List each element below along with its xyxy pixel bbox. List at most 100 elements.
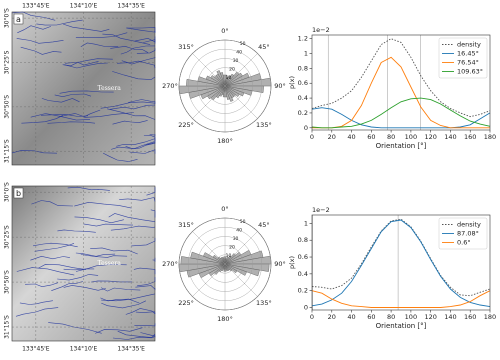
lineament	[102, 33, 151, 45]
lineament	[91, 280, 133, 283]
legend-label: 0.6°	[457, 239, 471, 247]
x-tick-label: 60	[367, 313, 375, 321]
x-tick-label: 140	[444, 133, 456, 141]
rose-petal	[220, 72, 226, 87]
lineament	[140, 332, 156, 338]
rose-petal	[212, 254, 226, 265]
angle-label: 270°	[162, 260, 178, 268]
angle-label: 225°	[178, 299, 194, 307]
legend-label: 87.08°	[457, 230, 479, 238]
lineament	[101, 300, 147, 309]
angle-label: 0°	[221, 27, 228, 35]
lineament	[120, 45, 156, 55]
lineament	[75, 32, 128, 38]
y-tick-label: 0.6	[298, 253, 308, 261]
legend-label: 16.45°	[457, 50, 479, 58]
x-tick-label: 20	[328, 133, 336, 141]
lineament	[117, 330, 156, 339]
y-tick-label: 0.2	[298, 287, 308, 295]
x-tick-label: 133°45'E	[22, 346, 50, 353]
lineament	[131, 237, 156, 247]
lineament	[149, 134, 156, 137]
lineament	[75, 252, 116, 257]
lineament	[146, 138, 156, 146]
y-tick-label: 1	[304, 50, 308, 58]
rose-spoke	[224, 263, 258, 297]
lineament	[129, 149, 156, 154]
offset-text: 1e−2	[312, 26, 330, 34]
lineament	[40, 113, 89, 117]
rose-petal	[221, 256, 226, 265]
series-line	[311, 218, 491, 297]
rose-petal	[224, 263, 229, 272]
y-tick-label: 0.2	[298, 109, 308, 117]
rose-petal	[216, 70, 226, 87]
rose-petal	[224, 85, 230, 100]
y-tick-label: 0.4	[298, 94, 308, 102]
lineament	[137, 277, 156, 287]
panel-label: a	[16, 15, 21, 24]
legend-label: density	[457, 221, 481, 229]
lineament	[38, 263, 87, 270]
r-tick-label: 20	[229, 245, 235, 251]
x-tick-label: 134°10'E	[70, 346, 98, 353]
y-tick-label: 30°0'S	[4, 182, 11, 202]
series-line	[311, 97, 491, 129]
angle-label: 225°	[178, 121, 194, 129]
y-axis-label: p(x)	[288, 76, 296, 89]
lineament	[111, 141, 155, 150]
legend-label: 109.63°	[457, 68, 483, 76]
y-tick-label: 30°25'S	[4, 225, 11, 249]
lineament	[41, 98, 80, 103]
y-tick-label: 31°15'S	[4, 139, 11, 163]
x-tick-label: 160	[464, 313, 476, 321]
x-tick-label: 80	[387, 133, 395, 141]
angle-label: 0°	[221, 205, 228, 213]
lineament	[152, 257, 156, 262]
lineament	[20, 46, 62, 55]
lineament	[100, 287, 141, 292]
series-line	[311, 38, 491, 118]
lineament	[128, 99, 156, 104]
rose-spoke	[224, 85, 258, 119]
lineament	[146, 187, 156, 196]
lineament	[80, 254, 128, 258]
lineament	[63, 285, 106, 291]
lineament	[21, 115, 64, 124]
lineament	[51, 281, 84, 291]
x-tick-label: 0	[310, 313, 314, 321]
y-tick-label: 1	[304, 219, 308, 227]
lineament	[107, 108, 156, 120]
legend-box	[438, 217, 488, 250]
x-tick-label: 120	[424, 133, 436, 141]
lineament	[59, 90, 114, 94]
lineament	[34, 243, 75, 252]
lineament	[16, 267, 75, 276]
x-tick-label: 60	[367, 133, 375, 141]
y-tick-label: 30°50'S	[4, 270, 11, 294]
y-tick-label: 0.4	[298, 270, 308, 278]
x-tick-label: 133°45'E	[22, 3, 50, 10]
lineament	[74, 201, 132, 209]
angle-label: 180°	[217, 315, 233, 323]
rose-spoke	[192, 85, 226, 119]
lineament	[134, 323, 156, 327]
series-line	[312, 56, 490, 129]
panel-label-box	[13, 187, 24, 199]
lineament	[117, 60, 156, 69]
lineament	[67, 186, 110, 191]
lineament	[150, 209, 156, 218]
rose-spoke	[192, 231, 226, 265]
x-tick-label: 80	[387, 313, 395, 321]
lineament	[65, 58, 113, 64]
angle-label: 135°	[256, 121, 272, 129]
lineament	[80, 42, 119, 47]
place-label: Tessera	[98, 260, 122, 267]
y-tick-label: 0.8	[298, 236, 308, 244]
y-tick-label: 0	[304, 303, 308, 311]
x-tick-label: 100	[405, 313, 417, 321]
lineament	[57, 229, 96, 233]
lineament	[74, 216, 124, 224]
x-tick-label: 40	[347, 133, 355, 141]
